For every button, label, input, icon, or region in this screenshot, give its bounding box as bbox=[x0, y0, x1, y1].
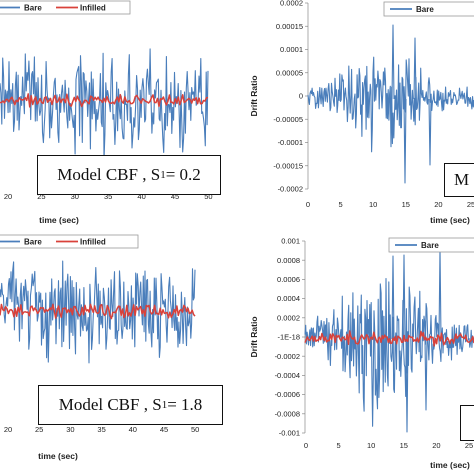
y-tick-label: -0.00005 bbox=[273, 115, 303, 124]
x-tick-label: 10 bbox=[369, 200, 377, 209]
y-tick-label: -0.0001 bbox=[278, 138, 303, 147]
y-tick-label: 0.0004 bbox=[277, 294, 300, 303]
y-tick-label: 0.0006 bbox=[277, 275, 300, 284]
x-tick-label: 15 bbox=[400, 441, 408, 450]
x-tick-label: 25 bbox=[465, 441, 473, 450]
y-tick-label: 0.001 bbox=[281, 237, 300, 246]
legend-label-bare: Bare bbox=[24, 238, 42, 247]
x-axis-title: time (sec) bbox=[430, 215, 470, 225]
x-tick-label: 0 bbox=[304, 441, 308, 450]
y-axis-title: Drift Ratio bbox=[249, 75, 259, 116]
x-tick-label: 45 bbox=[160, 425, 168, 434]
y-tick-label: -0.0002 bbox=[278, 185, 303, 194]
x-tick-label: 40 bbox=[137, 192, 145, 201]
model-annotation-box-right-top: M bbox=[444, 163, 474, 197]
y-tick-label: -0.0006 bbox=[275, 390, 300, 399]
annotation-suffix: = 0.2 bbox=[165, 165, 201, 184]
y-tick-label: -0.0002 bbox=[275, 352, 300, 361]
legend-label-bare: Bare bbox=[421, 241, 439, 250]
x-tick-label: 5 bbox=[339, 200, 343, 209]
x-tick-label: 20 bbox=[4, 425, 12, 434]
series-line-bare bbox=[304, 247, 474, 433]
model-annotation-box-right-bottom bbox=[460, 405, 474, 441]
x-tick-label: 20 bbox=[432, 441, 440, 450]
x-tick-label: 25 bbox=[467, 200, 474, 209]
chart-panel-top-right: 0.0002 0.00015 0.0001 0.00005 0 -0.00005 -0.00… bbox=[249, 0, 474, 225]
annotation-subscript: 1 bbox=[161, 399, 168, 411]
y-tick-label: 0.0008 bbox=[277, 256, 300, 265]
y-tick-label: -0.00015 bbox=[273, 161, 303, 170]
series-line-bare bbox=[0, 260, 196, 364]
x-tick-label: 25 bbox=[37, 192, 45, 201]
y-tick-label: 0.00015 bbox=[276, 22, 303, 31]
x-axis-title: time (sec) bbox=[38, 451, 78, 461]
x-tick-label: 20 bbox=[4, 192, 12, 201]
chart-panel-bottom-right: 0.001 0.0008 0.0006 0.0004 0.0002 -1E-18 -0.00… bbox=[249, 237, 474, 470]
y-tick-label: -0.0008 bbox=[275, 409, 300, 418]
x-tick-label: 45 bbox=[171, 192, 179, 201]
x-tick-label: 25 bbox=[35, 425, 43, 434]
chart-panel-bottom-left: 20 25 30 35 40 45 50 time (sec) Bare Infilled bbox=[0, 234, 199, 461]
x-tick-label: 20 bbox=[434, 200, 442, 209]
legend: Bare bbox=[383, 1, 474, 17]
y-tick-label: -0.001 bbox=[279, 429, 300, 438]
series-line-infilled bbox=[0, 303, 196, 320]
x-tick-label: 50 bbox=[204, 192, 212, 201]
chart-panel-top-left: 20 25 30 35 40 45 50 time (sec) Bare Infilled bbox=[0, 0, 213, 225]
x-tick-label: 30 bbox=[66, 425, 74, 434]
annotation-text: M bbox=[454, 170, 470, 189]
legend-label-bare: Bare bbox=[416, 5, 434, 14]
x-tick-label: 30 bbox=[71, 192, 79, 201]
y-tick-label: 0.0002 bbox=[277, 313, 300, 322]
annotation-prefix: Model CBF , S bbox=[57, 165, 161, 184]
x-axis-title: time (sec) bbox=[430, 460, 470, 470]
x-tick-label: 40 bbox=[129, 425, 137, 434]
x-tick-label: 5 bbox=[337, 441, 341, 450]
x-tick-label: 35 bbox=[104, 192, 112, 201]
y-tick-label: -1E-18 bbox=[277, 333, 300, 342]
x-tick-label: 0 bbox=[306, 200, 310, 209]
annotation-subscript: 1 bbox=[160, 169, 166, 181]
legend: Bare bbox=[388, 237, 474, 253]
y-axis-title: Drift Ratio bbox=[249, 316, 259, 357]
y-tick-label: 0.0002 bbox=[280, 0, 303, 8]
series-line-bare bbox=[307, 24, 474, 184]
x-tick-label: 50 bbox=[191, 425, 199, 434]
legend-box bbox=[383, 1, 474, 17]
legend-label-infilled: Infilled bbox=[80, 4, 106, 13]
annotation-suffix: = 1.8 bbox=[167, 395, 203, 414]
legend: Bare Infilled bbox=[0, 234, 139, 249]
y-tick-label: 0 bbox=[299, 92, 303, 101]
y-tick-label: 0.0001 bbox=[280, 45, 303, 54]
legend: Bare Infilled bbox=[0, 0, 131, 15]
series-line-unnamed bbox=[304, 330, 474, 347]
legend-box bbox=[388, 237, 474, 253]
annotation-prefix: Model CBF , S bbox=[58, 395, 162, 414]
legend-label-bare: Bare bbox=[24, 4, 42, 13]
legend-label-infilled: Infilled bbox=[80, 238, 106, 247]
y-tick-label: 0.00005 bbox=[276, 68, 303, 77]
x-tick-label: 35 bbox=[97, 425, 105, 434]
x-tick-label: 15 bbox=[402, 200, 410, 209]
x-axis-title: time (sec) bbox=[39, 215, 79, 225]
series-line-infilled bbox=[0, 93, 209, 108]
y-tick-label: -0.0004 bbox=[275, 371, 300, 380]
x-tick-label: 10 bbox=[367, 441, 375, 450]
